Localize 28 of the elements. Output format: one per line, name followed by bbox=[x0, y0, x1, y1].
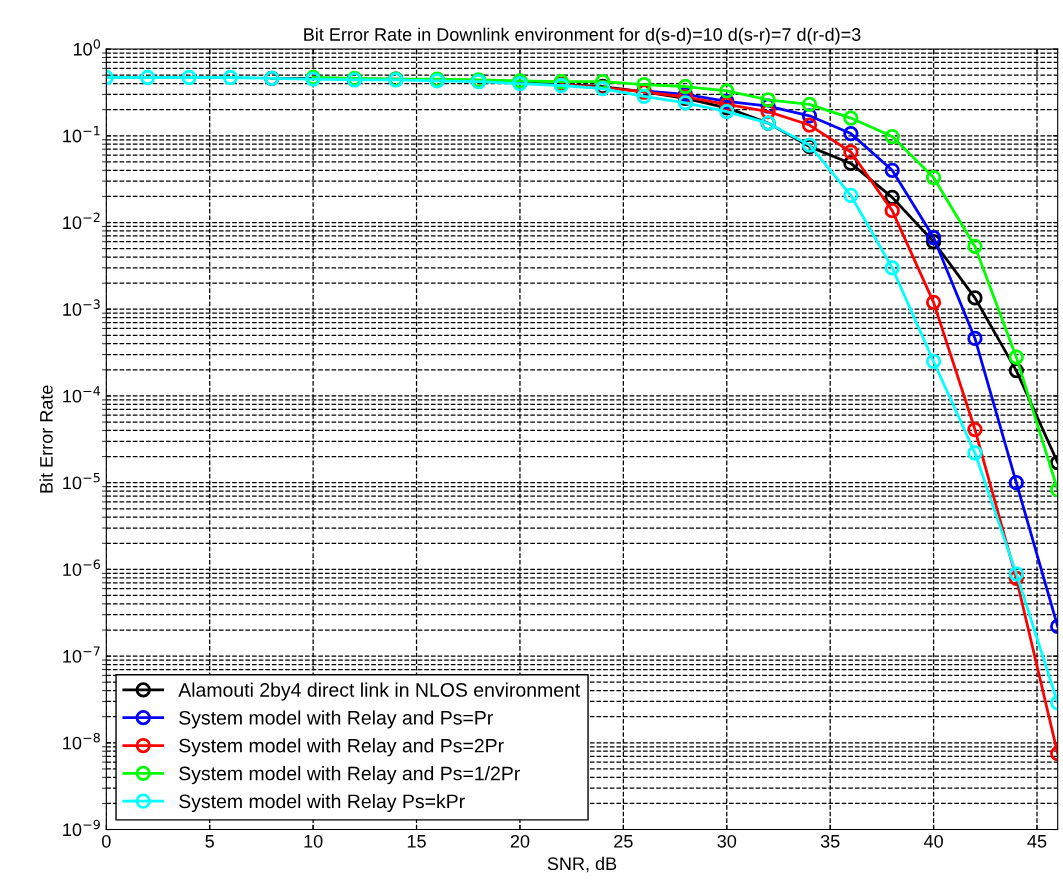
legend-label: System model with Relay and Ps=2Pr bbox=[179, 738, 504, 757]
y-tick-label: 10$^{−8}$ bbox=[63, 732, 100, 750]
y-tick-label: 10$^{−4}$ bbox=[63, 386, 101, 403]
y-axis-title: Bit Error Rate bbox=[39, 385, 53, 493]
chart-title: Bit Error Rate in Downlink environment for d(s-d)=10 d(s-r)=7 d(r-d)=3 bbox=[304, 27, 861, 45]
legend-label: System model with Relay and Ps=1/2Pr bbox=[179, 766, 520, 785]
x-tick-label: 35 bbox=[820, 834, 840, 848]
y-tick-label: 10$^{−3}$ bbox=[63, 299, 100, 316]
x-tick-label: 25 bbox=[614, 834, 633, 848]
y-tick-label: 10$^{−9}$ bbox=[63, 819, 100, 837]
y-tick-label: 10$^{−5}$ bbox=[63, 472, 100, 490]
legend-label: Alamouti 2by4 direct link in NLOS environment bbox=[178, 682, 581, 701]
x-tick-label: 45 bbox=[1027, 835, 1047, 848]
x-tick-label: 10 bbox=[304, 834, 323, 848]
x-tick-label: 5 bbox=[205, 835, 214, 848]
x-tick-label: 40 bbox=[923, 834, 943, 848]
y-tick-label: 10$^{0}$ bbox=[73, 39, 101, 56]
x-tick-label: 20 bbox=[510, 834, 530, 848]
x-tick-label: 30 bbox=[717, 834, 737, 848]
y-tick-label: 10$^{−1}$ bbox=[63, 126, 100, 143]
x-axis-title: SNR, dB bbox=[547, 856, 617, 873]
x-tick-label: 0 bbox=[101, 834, 111, 848]
legend-label: System model with Relay Ps=kPr bbox=[179, 793, 465, 813]
x-tick-label: 15 bbox=[407, 835, 426, 848]
y-tick-label: 10$^{−6}$ bbox=[63, 559, 100, 576]
y-tick-label: 10$^{−2}$ bbox=[63, 212, 100, 230]
y-tick-label: 10$^{−7}$ bbox=[63, 646, 100, 663]
legend-label: System model with Relay and Ps=Pr bbox=[179, 710, 493, 729]
